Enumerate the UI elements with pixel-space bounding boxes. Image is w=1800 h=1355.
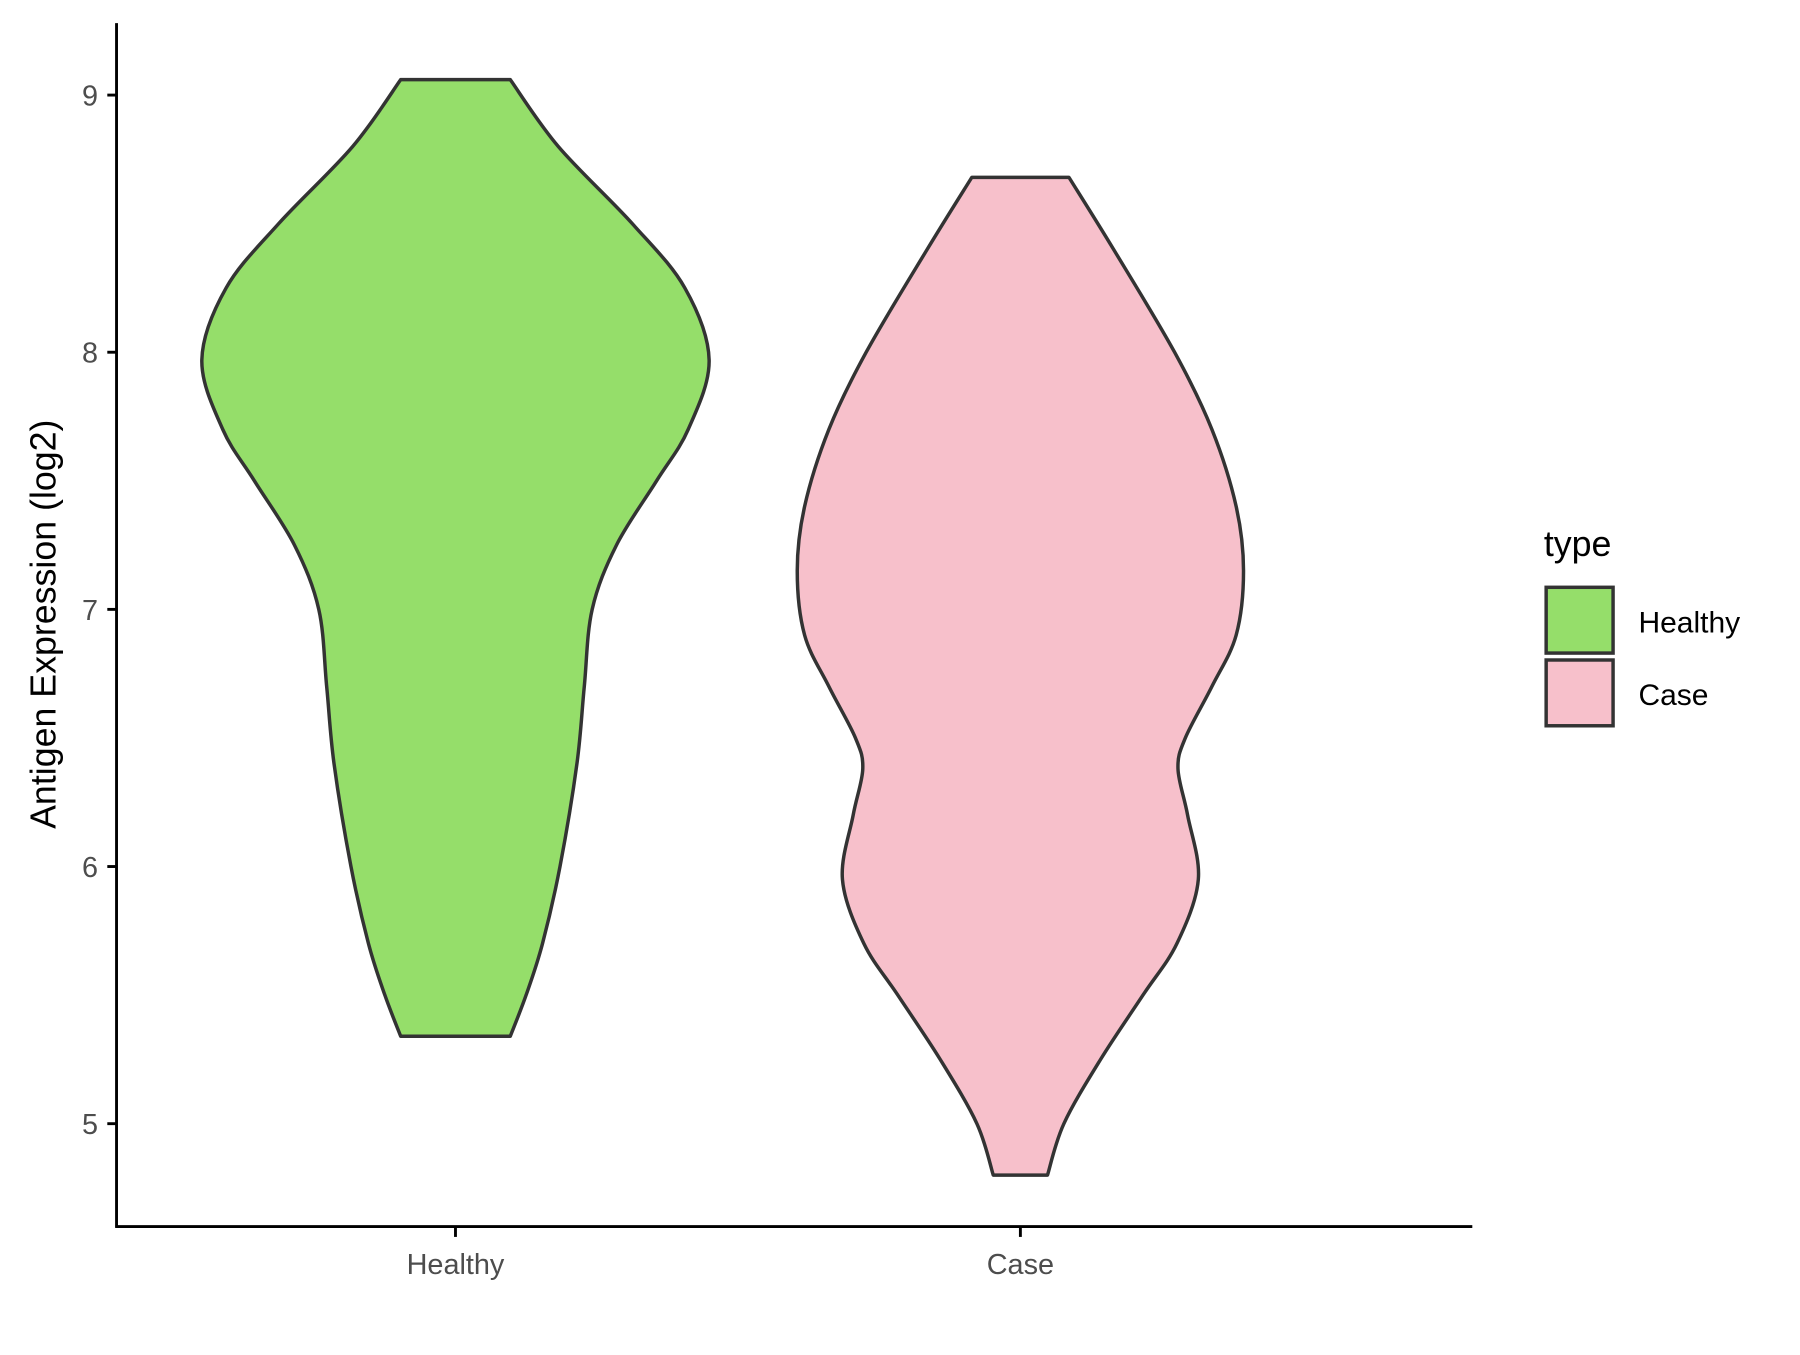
- y-axis-label: Antigen Expression (log2): [23, 420, 63, 829]
- legend-label: Healthy: [1638, 606, 1740, 639]
- legend-label: Case: [1638, 679, 1708, 712]
- x-tick-label: Healthy: [407, 1249, 505, 1281]
- y-tick-label: 5: [82, 1109, 98, 1141]
- x-tick-label: Case: [987, 1249, 1054, 1281]
- y-tick-label: 7: [82, 595, 98, 627]
- y-tick-label: 9: [82, 80, 98, 112]
- legend-key: [1544, 585, 1615, 655]
- y-tick-label: 8: [82, 338, 98, 370]
- y-tick-label: 6: [82, 852, 98, 884]
- legend-key: [1544, 658, 1615, 728]
- violin: [795, 175, 1246, 1177]
- legend-title: type: [1544, 524, 1612, 564]
- violin: [200, 77, 711, 1038]
